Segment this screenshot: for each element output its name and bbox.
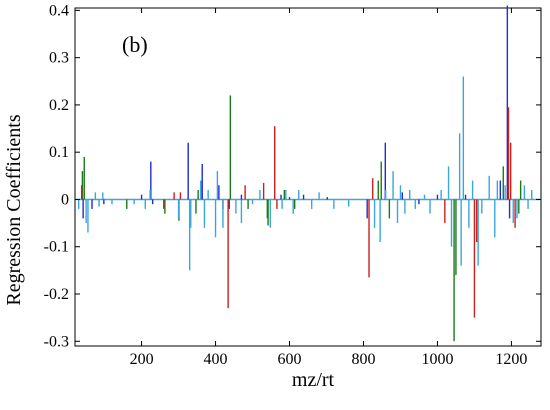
x-tick-label: 800	[351, 351, 375, 368]
y-tick-label: -0.1	[44, 239, 69, 256]
y-tick-label: -0.2	[44, 286, 69, 303]
plot-frame	[74, 7, 542, 347]
x-tick-label: 1000	[421, 351, 453, 368]
y-tick-label: 0.3	[49, 50, 69, 67]
x-tick-label: 1200	[495, 351, 527, 368]
x-axis-label: mz/rt	[292, 369, 335, 391]
x-tick-label: 200	[130, 351, 154, 368]
y-tick-label: -0.3	[44, 333, 69, 350]
plot-area: -0.3 -0.2 -0.1 0 0.1 0.2 0.3 0.4 200 400 600 800 100…	[44, 2, 542, 368]
y-tick-label: 0	[61, 191, 69, 208]
y-axis-label: Regression Coefficients	[3, 114, 25, 305]
x-tick-label: 400	[204, 351, 228, 368]
y-tick-label: 0.4	[49, 2, 69, 19]
panel-label: (b)	[122, 32, 148, 57]
y-tick-label: 0.1	[49, 144, 69, 161]
x-tick-label: 600	[278, 351, 302, 368]
y-tick-label: 0.2	[49, 97, 69, 114]
